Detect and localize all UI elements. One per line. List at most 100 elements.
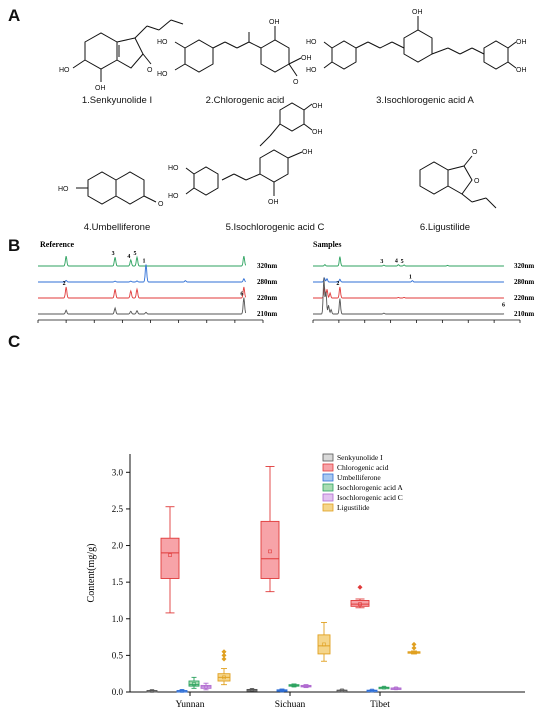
peak-label: 2 <box>63 281 66 287</box>
box-chlorogenic-acid <box>260 465 280 593</box>
structures-figure: HO OH O HO HO OH OH O <box>58 9 527 209</box>
legend-label: Isochlorogenic acid C <box>337 493 403 502</box>
legend-swatch <box>322 473 334 482</box>
trace-280nm <box>313 277 505 283</box>
y-tick-label: 1.5 <box>112 577 124 587</box>
o-label: O <box>293 79 299 86</box>
legend-label: Ligustilide <box>337 503 370 512</box>
legend-swatch <box>322 463 334 472</box>
peak-label: 6 <box>240 292 243 298</box>
x-tick-label: 40 <box>260 325 267 326</box>
box-senkyunolide-i <box>246 688 258 692</box>
box-body <box>160 537 180 579</box>
y-tick-label: 3.0 <box>112 467 124 477</box>
trace-280nm <box>38 264 246 283</box>
trace-label: 210nm <box>514 310 534 318</box>
mean-marker <box>150 689 154 693</box>
mean-marker <box>192 682 196 686</box>
isochlorogenic-a-structure: HO HO OH OH OH <box>306 9 527 74</box>
o-label: O <box>472 149 478 156</box>
trace-label: 210nm <box>257 310 277 318</box>
ho-label: HO <box>157 71 168 78</box>
x-tick-label: 10 <box>91 325 98 326</box>
outlier-point <box>357 584 363 590</box>
mean-marker <box>370 688 374 693</box>
category-label: Tibet <box>370 700 390 710</box>
trace-220nm <box>38 286 247 299</box>
y-tick-label: 1.0 <box>112 614 124 624</box>
y-tick-label: 2.0 <box>112 541 124 551</box>
mean-marker <box>222 675 226 680</box>
trace-label: 280nm <box>514 278 534 286</box>
peak-label: 2 <box>336 281 339 287</box>
boxplot: 0.0 0.5 1.0 1.5 2.0 2.5 3.0 Content(mg/g) Yunnan… <box>86 453 525 710</box>
panel-letter-b: B <box>8 236 21 255</box>
mean-marker <box>340 688 344 693</box>
trace-label: 320nm <box>514 262 534 270</box>
x-tick-label: 20 <box>413 325 420 326</box>
x-tick-label: 25 <box>175 325 182 326</box>
ho-label: HO <box>157 39 168 46</box>
ho-label: HO <box>58 186 69 193</box>
structure-label-5: 5.Isochlorogenic acid C <box>225 222 325 233</box>
box-chlorogenic-acid <box>160 506 180 614</box>
mean-marker <box>382 685 386 690</box>
peak-label: 6 <box>502 303 505 309</box>
box-ligustilide <box>317 621 331 662</box>
trace-210nm <box>313 277 505 315</box>
oh-label: OH <box>302 149 313 156</box>
trace-320nm <box>38 255 247 267</box>
x-tick-label: 40 <box>517 325 524 326</box>
y-tick-label: 0.0 <box>112 687 124 697</box>
box-senkyunolide-i <box>146 689 158 693</box>
box-chlorogenic-acid <box>350 584 370 609</box>
peak-label: 5 <box>134 251 137 257</box>
y-tick-label: 0.5 <box>112 650 124 660</box>
chromatogram-samples: Samples0510152025303540t/min320nm280nm22… <box>311 240 534 326</box>
chromatogram-title: Samples <box>313 240 341 249</box>
oh-label: OH <box>516 39 527 46</box>
y-tick-label: 2.5 <box>112 504 124 514</box>
legend-swatch <box>322 483 334 492</box>
x-tick-label: 10 <box>362 325 369 326</box>
ho-label: HO <box>306 39 317 46</box>
panel-letter-a: A <box>8 6 21 25</box>
category-label: Sichuan <box>275 700 306 710</box>
peak-label: 4 <box>127 254 130 260</box>
outlier-point <box>221 649 227 655</box>
x-tick-label: 15 <box>387 325 394 326</box>
box-ligustilide <box>217 649 231 686</box>
legend-swatch <box>322 493 334 502</box>
peak-label: 5 <box>401 259 404 265</box>
outlier-point <box>221 652 227 658</box>
legend-swatch <box>322 453 334 462</box>
mean-marker <box>394 686 398 691</box>
mean-marker <box>280 688 284 693</box>
mean-marker <box>168 553 172 557</box>
mean-marker <box>412 650 416 655</box>
oh-label: OH <box>301 55 312 62</box>
category-label: Yunnan <box>175 700 204 710</box>
mean-marker <box>304 684 308 688</box>
ho-label: HO <box>306 67 317 74</box>
x-tick-label: 20 <box>147 325 154 326</box>
box-umbelliferone <box>276 688 288 693</box>
ho-label: HO <box>168 165 179 172</box>
legend-label: Isochlorogenic acid A <box>337 483 403 492</box>
mean-marker <box>268 549 272 554</box>
mean-marker <box>292 683 296 688</box>
oh-label: OH <box>268 199 279 206</box>
box-isochlorogenic-acid-c <box>200 682 212 691</box>
box-body <box>188 680 200 687</box>
box-body <box>350 600 370 607</box>
box-umbelliferone <box>366 688 378 693</box>
oh-label: OH <box>269 19 280 26</box>
box-isochlorogenic-acid-a <box>188 676 200 689</box>
peak-label: 1 <box>409 275 412 281</box>
legend-label: Chlorogenic acid <box>337 463 389 472</box>
structure-label-3: 3.Isochlorogenic acid A <box>376 95 474 106</box>
legend-label: Senkyunolide I <box>337 453 383 462</box>
mean-marker <box>204 685 208 689</box>
box-senkyunolide-i <box>336 688 348 693</box>
trace-label: 280nm <box>257 278 277 286</box>
